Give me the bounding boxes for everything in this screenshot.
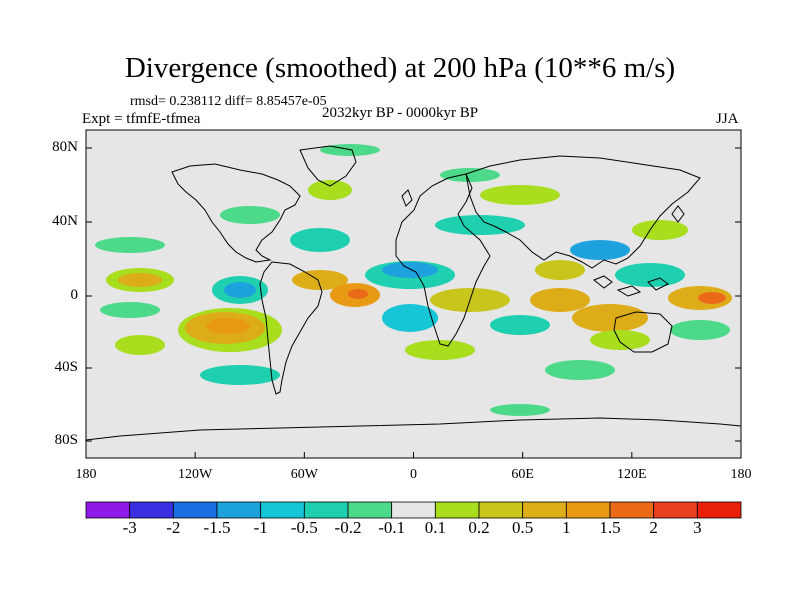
coastlines [86, 145, 741, 441]
colorbar-swatch [434, 501, 480, 519]
colorbar-swatch [391, 501, 436, 519]
x-axis [85, 452, 742, 458]
plot-title: Divergence (smoothed) at 200 hPa (10**6 … [124, 52, 676, 84]
colorbar-label: 0.1 [424, 518, 446, 537]
colorbar-swatch [522, 501, 567, 519]
colorbar-swatch [216, 501, 262, 519]
colorbar-swatch [85, 501, 131, 519]
colorbar-label: 1 [562, 518, 571, 537]
y-tick-label: 80S [54, 432, 78, 448]
x-tick-label: 60E [511, 467, 534, 482]
colorbar-swatch [303, 501, 349, 519]
x-tick-label: 180 [75, 467, 97, 482]
colorbar-swatch [260, 501, 305, 519]
experiment-label: Expt = tfmfE-tfmea [82, 111, 201, 127]
colorbar-label: -2 [166, 518, 181, 537]
period-label: 2032kyr BP - 0000kyr BP [322, 105, 479, 121]
colorbar-label: 0.2 [468, 518, 490, 537]
colorbar-label: 3 [693, 518, 702, 537]
colorbar-swatch [565, 501, 611, 519]
colorbar-label: -3 [122, 518, 137, 537]
colorbar-label: -0.5 [290, 518, 318, 537]
colorbar-label: 2 [649, 518, 658, 537]
colorbar-label: -1 [253, 518, 268, 537]
colorbar-swatch [478, 501, 524, 519]
x-tick-label: 180 [730, 467, 752, 482]
map-background [86, 130, 741, 458]
y-tick-label: 80N [52, 139, 78, 155]
colorbar-label: -1.5 [203, 518, 231, 537]
colorbar-label: -0.2 [334, 518, 362, 537]
colorbar-swatch [129, 501, 174, 519]
y-tick-label: 40N [52, 213, 78, 229]
colorbar-label: 1.5 [599, 518, 621, 537]
x-tick-label: 120W [178, 467, 213, 482]
season-label: JJA [716, 111, 739, 127]
x-tick-label: 0 [410, 467, 417, 482]
colorbar [85, 501, 742, 519]
colorbar-swatch [172, 501, 218, 519]
colorbar-swatch [653, 501, 698, 519]
y-tick-label: 0 [70, 287, 79, 303]
colorbar-swatch [609, 501, 655, 519]
x-tick-label: 60W [290, 467, 318, 482]
y-tick-label: 40S [54, 359, 78, 375]
colorbar-swatch [696, 501, 742, 519]
divergence-field [95, 144, 732, 416]
stats-label: rmsd= 0.238112 diff= 8.85457e-05 [130, 94, 327, 109]
x-tick-label: 120E [617, 467, 647, 482]
colorbar-swatch [347, 501, 393, 519]
y-axis [86, 147, 741, 442]
colorbar-label: 0.5 [512, 518, 534, 537]
colorbar-label: -0.1 [378, 518, 406, 537]
